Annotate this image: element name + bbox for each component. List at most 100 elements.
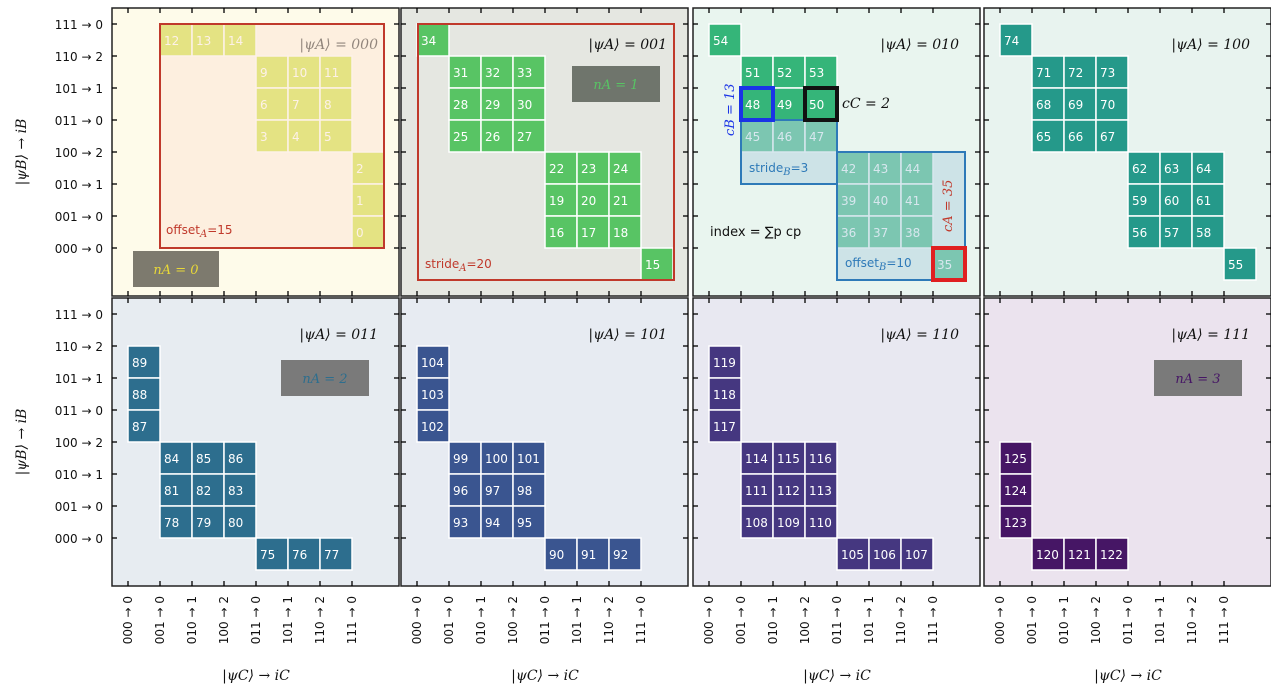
axis-labels-layer: 111 → 0 110 → 2 101 → 1 011 → 0 100 → 2 010 →… [14,18,1231,684]
matrix-cell-value: 91 [581,548,596,562]
matrix-cell [608,151,642,185]
matrix-cell-value: 89 [132,356,147,370]
matrix-cell-value: 70 [1100,98,1115,112]
col-label: 101 → 1 [570,596,584,644]
matrix-cell [999,441,1033,475]
matrix-cell [1063,87,1097,121]
matrix-cell [772,55,806,89]
matrix-cell-value: 62 [1132,162,1147,176]
row-label: 101 → 1 [55,82,103,96]
matrix-cell-value: 92 [613,548,628,562]
matrix-cell-value: 103 [421,388,444,402]
matrix-cell-value: 69 [1068,98,1083,112]
matrix-cell-value: 64 [1196,162,1211,176]
matrix-cell [708,377,742,411]
matrix-cell-value: 94 [485,516,500,530]
panel-6: |ψA⟩ = 101 104 103 102 99 100 101 96 97 98 93 94 95 9… [400,297,689,587]
matrix-cell [287,537,321,571]
matrix-cell-value: 48 [745,98,760,112]
matrix-cell [999,23,1033,57]
col-label: 001 → 0 [734,596,748,644]
matrix-cell [127,409,161,443]
col-label: 110 → 2 [1185,596,1199,644]
col-label: 100 → 2 [217,596,231,644]
matrix-cell-value: 58 [1196,226,1211,240]
row-label: 000 → 0 [55,532,103,546]
panel-2: |ψA⟩ = 001 34 31 32 33 28 29 30 25 26 27 22 23 24 19 20… [400,7,689,297]
matrix-cell-value: 67 [1100,130,1115,144]
highlight-cell-35 [931,246,967,282]
matrix-cell-value: 22 [549,162,564,176]
matrix-cell [999,473,1033,507]
matrix-cell-value: 111 [745,484,768,498]
panel-5: |ψA⟩ = 011 89 88 87 84 85 86 81 82 83 78 79 80 75 76 77 [111,297,400,587]
matrix-cell-value: 72 [1068,66,1083,80]
matrix-cell [576,215,610,249]
matrix-cell-value: 76 [292,548,307,562]
matrix-cell [608,215,642,249]
matrix-cell [740,473,774,507]
nA2-box [281,360,369,396]
col-label: 000 → 0 [121,596,135,644]
col-label: 100 → 2 [1089,596,1103,644]
col-label: 000 → 0 [702,596,716,644]
row-label: 100 → 2 [55,436,103,450]
highlight-layer [739,86,967,282]
col-label: 110 → 2 [313,596,327,644]
matrix-cell-value: 63 [1164,162,1179,176]
nA3-box [1154,360,1242,396]
matrix-cell-value: 75 [260,548,275,562]
panel-title: |ψA⟩ = 101 [588,327,667,343]
col-label: 111 → 0 [1217,596,1231,644]
col-label: 000 → 0 [993,596,1007,644]
matrix-cell-value: 78 [164,516,179,530]
col-label: 101 → 1 [281,596,295,644]
matrix-cell-value: 55 [1228,258,1243,272]
matrix-cell [1095,537,1129,571]
matrix-cell [1063,55,1097,89]
matrix-cell [480,441,514,475]
offset-A-region [159,23,385,249]
matrix-cell-value: 16 [549,226,564,240]
matrix-cell-value: 90 [549,548,564,562]
col-label: 011 → 0 [1121,596,1135,644]
matrix-cell-value: 50 [809,98,824,112]
nA1-box [572,66,660,102]
matrix-cell-value: 93 [453,516,468,530]
matrix-cell-value: 82 [196,484,211,498]
col-label: 011 → 0 [830,596,844,644]
cC-label: cC = 2 [842,96,890,112]
matrix-cell-value: 105 [841,548,864,562]
matrix-cell-value: 100 [485,452,508,466]
matrix-cell [804,505,838,539]
cA-label: cA = 35 [941,180,956,232]
matrix-cell-value: 81 [164,484,179,498]
row-label: 010 → 1 [55,468,103,482]
matrix-cell-value: 28 [453,98,468,112]
col-label: 110 → 2 [894,596,908,644]
matrix-cell [448,119,482,153]
matrix-cell-value: 113 [809,484,832,498]
matrix-cell-value: 123 [1004,516,1027,530]
matrix-cell-value: 15 [645,258,660,272]
matrix-cell [708,409,742,443]
row-label: 000 → 0 [55,242,103,256]
row-label: 010 → 1 [55,178,103,192]
row-label: 110 → 2 [55,340,103,354]
matrix-cell-value: 84 [164,452,179,466]
nA0-box [133,251,219,287]
matrix-cell-value: 99 [453,452,468,466]
matrix-cell [512,441,546,475]
matrix-cell [512,505,546,539]
panel-title: |ψA⟩ = 010 [880,37,959,53]
matrix-cell [191,505,225,539]
col-label: 001 → 0 [153,596,167,644]
nA2-label: nA = 2 [302,372,347,387]
matrix-cell-value: 30 [517,98,532,112]
matrix-cell-value: 79 [196,516,211,530]
matrix-cell [191,473,225,507]
matrix-cell [1191,215,1225,249]
matrix-cell [1127,215,1161,249]
matrix-cell-value: 86 [228,452,243,466]
matrix-cell-value: 121 [1068,548,1091,562]
